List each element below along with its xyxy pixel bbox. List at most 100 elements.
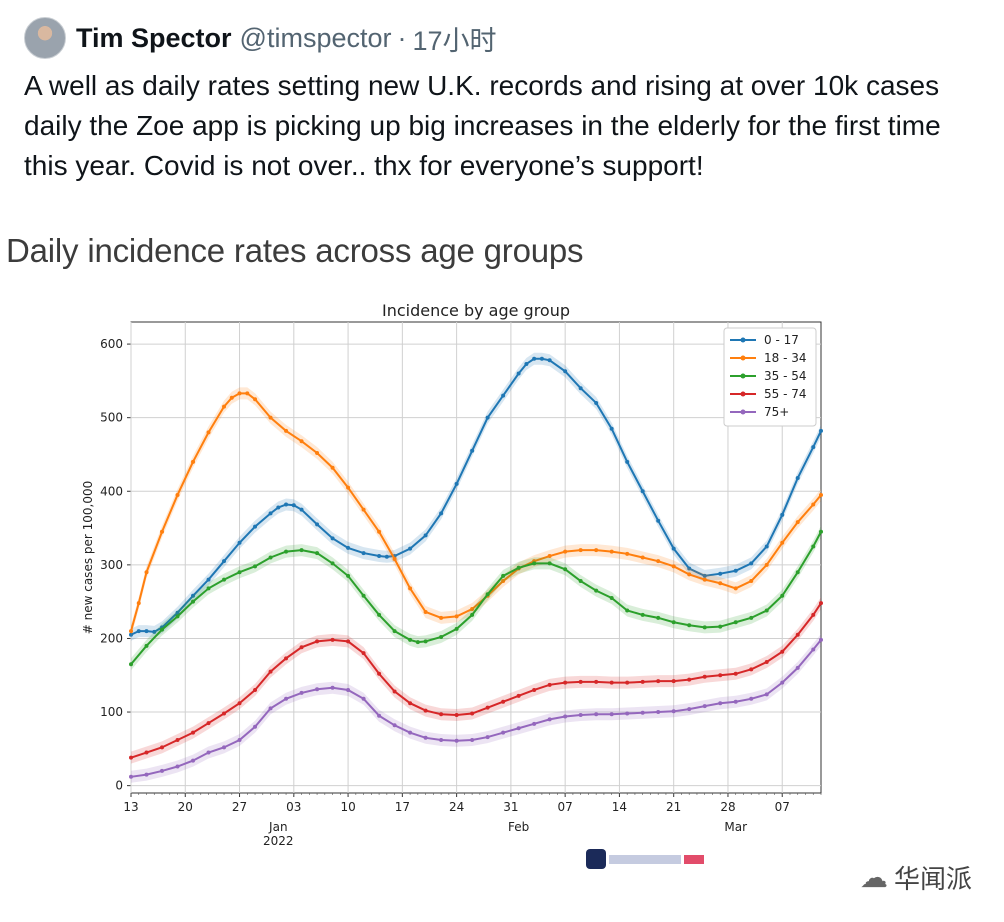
series-point-3 bbox=[795, 632, 800, 637]
y-tick-label: 200 bbox=[100, 631, 123, 645]
series-point-1 bbox=[392, 556, 397, 561]
tweet-media-image[interactable]: Daily incidence rates across age groups … bbox=[0, 210, 1004, 922]
legend-label-3: 55 - 74 bbox=[764, 387, 807, 401]
series-point-2 bbox=[640, 612, 645, 617]
series-point-0 bbox=[315, 522, 320, 527]
series-point-4 bbox=[501, 730, 506, 735]
series-point-4 bbox=[594, 712, 599, 717]
series-point-0 bbox=[795, 476, 800, 481]
series-point-0 bbox=[377, 554, 382, 559]
x-tick-label: 07 bbox=[558, 800, 573, 814]
series-point-0 bbox=[702, 573, 707, 578]
series-point-2 bbox=[346, 573, 351, 578]
series-point-1 bbox=[687, 572, 692, 577]
series-point-0 bbox=[346, 545, 351, 550]
tweet-timestamp[interactable]: 17小时 bbox=[412, 25, 497, 56]
series-point-4 bbox=[749, 696, 754, 701]
series-point-0 bbox=[811, 445, 816, 450]
series-point-1 bbox=[222, 404, 227, 409]
series-point-4 bbox=[160, 768, 165, 773]
series-point-2 bbox=[485, 592, 490, 597]
series-point-4 bbox=[330, 685, 335, 690]
legend-label-1: 18 - 34 bbox=[764, 351, 807, 365]
series-point-2 bbox=[175, 614, 180, 619]
series-point-0 bbox=[144, 629, 149, 634]
series-point-3 bbox=[408, 701, 413, 706]
series-point-4 bbox=[532, 721, 537, 726]
series-point-0 bbox=[222, 559, 227, 564]
series-point-0 bbox=[330, 536, 335, 541]
series-point-0 bbox=[284, 502, 289, 507]
series-point-2 bbox=[780, 593, 785, 598]
series-point-3 bbox=[454, 712, 459, 717]
series-point-1 bbox=[501, 579, 506, 584]
series-point-4 bbox=[563, 714, 568, 719]
series-point-0 bbox=[152, 629, 157, 634]
series-point-3 bbox=[206, 721, 211, 726]
series-point-3 bbox=[733, 671, 738, 676]
series-point-0 bbox=[780, 512, 785, 517]
series-point-1 bbox=[547, 554, 552, 559]
series-point-3 bbox=[377, 671, 382, 676]
y-tick-label: 100 bbox=[100, 705, 123, 719]
series-point-4 bbox=[485, 735, 490, 740]
series-point-2 bbox=[656, 615, 661, 620]
legend-marker-0 bbox=[740, 337, 746, 343]
series-point-2 bbox=[392, 629, 397, 634]
series-point-0 bbox=[175, 610, 180, 615]
series-point-3 bbox=[485, 705, 490, 710]
series-point-1 bbox=[175, 492, 180, 497]
series-point-2 bbox=[361, 593, 366, 598]
author-name[interactable]: Tim Spector bbox=[76, 22, 232, 53]
series-point-3 bbox=[423, 708, 428, 713]
series-point-3 bbox=[764, 660, 769, 665]
series-point-3 bbox=[144, 750, 149, 755]
series-point-4 bbox=[733, 699, 738, 704]
series-point-2 bbox=[160, 627, 165, 632]
image-heading: Daily incidence rates across age groups bbox=[6, 232, 584, 269]
series-point-1 bbox=[408, 586, 413, 591]
series-point-4 bbox=[439, 738, 444, 743]
series-point-1 bbox=[470, 607, 475, 612]
series-point-3 bbox=[299, 645, 304, 650]
series-point-0 bbox=[687, 566, 692, 571]
series-point-1 bbox=[795, 520, 800, 525]
series-point-1 bbox=[764, 562, 769, 567]
series-point-1 bbox=[299, 439, 304, 444]
series-point-4 bbox=[361, 696, 366, 701]
series-point-4 bbox=[191, 758, 196, 763]
series-point-1 bbox=[206, 430, 211, 435]
legend-marker-4 bbox=[740, 409, 746, 415]
series-point-1 bbox=[609, 549, 614, 554]
series-point-1 bbox=[237, 391, 242, 396]
series-point-4 bbox=[578, 712, 583, 717]
chart-title: Incidence by age group bbox=[382, 301, 570, 320]
author-handle[interactable]: @timspector bbox=[239, 22, 392, 53]
series-point-2 bbox=[470, 612, 475, 617]
series-point-2 bbox=[191, 599, 196, 604]
series-point-3 bbox=[516, 693, 521, 698]
series-point-4 bbox=[547, 717, 552, 722]
wechat-icon: ☁ bbox=[859, 862, 888, 893]
series-point-2 bbox=[811, 544, 816, 549]
y-tick-label: 300 bbox=[100, 558, 123, 572]
series-point-1 bbox=[330, 465, 335, 470]
series-point-2 bbox=[408, 637, 413, 642]
tweet-text: A well as daily rates setting new U.K. r… bbox=[24, 70, 941, 181]
series-point-1 bbox=[346, 485, 351, 490]
covid-symptom-study-logo bbox=[586, 848, 706, 870]
series-point-0 bbox=[563, 369, 568, 374]
series-point-1 bbox=[439, 615, 444, 620]
y-tick-label: 500 bbox=[100, 411, 123, 425]
series-point-1 bbox=[811, 502, 816, 507]
x-tick-label: 14 bbox=[612, 800, 627, 814]
series-point-4 bbox=[253, 724, 258, 729]
series-point-4 bbox=[175, 764, 180, 769]
x-major-label: Jan bbox=[268, 820, 288, 834]
series-point-1 bbox=[640, 555, 645, 560]
user-avatar[interactable] bbox=[24, 17, 66, 59]
x-tick-label: 03 bbox=[286, 800, 301, 814]
series-point-4 bbox=[819, 637, 823, 642]
series-point-2 bbox=[129, 662, 133, 667]
series-point-1 bbox=[578, 548, 583, 553]
